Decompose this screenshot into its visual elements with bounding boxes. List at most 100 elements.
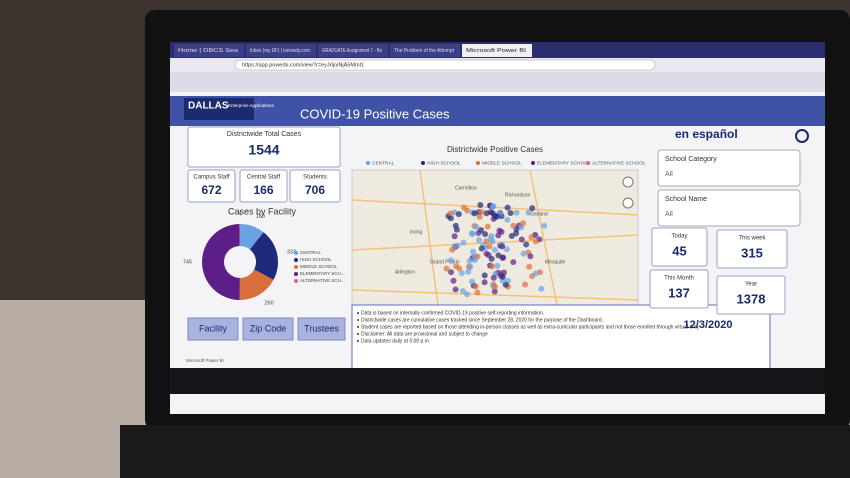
count-box	[651, 227, 708, 267]
browser-tab[interactable]	[174, 44, 244, 57]
count-label: Year	[745, 282, 757, 288]
filter-label: School Category	[665, 156, 717, 163]
legend-dot	[294, 251, 298, 255]
case-dot	[464, 291, 471, 298]
slice-label: 160	[256, 214, 265, 220]
map-title: Districtwide Positive Cases	[447, 145, 543, 154]
laptop-base	[120, 425, 850, 478]
stat-label: Campus Staff	[193, 175, 230, 181]
case-dot	[469, 278, 476, 285]
case-dot	[490, 274, 497, 281]
filter-value: All	[665, 171, 673, 178]
case-dot	[529, 205, 536, 212]
case-dot	[538, 285, 545, 292]
stat-value: 672	[201, 183, 221, 197]
case-dot	[499, 273, 506, 280]
legend-label: ALTERNATIVE SCH...	[300, 278, 345, 283]
case-dot	[498, 228, 505, 235]
legend-dot	[294, 258, 298, 262]
case-dot	[476, 237, 483, 244]
date: 12/3/2020	[684, 319, 733, 331]
button-label: Trustees	[304, 323, 339, 333]
case-dot	[443, 265, 450, 272]
case-dot	[477, 202, 484, 209]
case-dot	[448, 269, 455, 276]
donut-slice	[240, 224, 264, 250]
map-legend-label: HIGH SCHOOL	[427, 160, 461, 166]
case-dot	[494, 262, 501, 269]
map-place: Irving	[410, 229, 422, 235]
refresh-icon[interactable]	[795, 129, 809, 143]
browser-tab[interactable]	[462, 44, 532, 57]
stat-label: Students	[303, 175, 327, 181]
browser-tab[interactable]	[390, 44, 460, 57]
case-dot	[466, 258, 473, 265]
case-dot	[481, 279, 488, 286]
case-dot	[510, 222, 517, 229]
filter-dropdown[interactable]	[657, 149, 801, 187]
count-value: 45	[672, 243, 686, 258]
map-legend-label: ELEMENTARY SCHOOL	[537, 160, 591, 166]
case-dot	[467, 263, 474, 270]
nav-button[interactable]	[297, 317, 346, 341]
tab-title: Home | DBCS Sea	[178, 48, 238, 54]
address-bar[interactable]	[234, 59, 656, 71]
filter-label: School Name	[665, 196, 707, 203]
browser-tab[interactable]	[318, 44, 388, 57]
case-dot	[507, 210, 514, 217]
case-dot	[500, 254, 507, 261]
count-box	[716, 275, 786, 315]
map-legend-label: MIDDLE SCHOOL	[482, 160, 522, 166]
count-value: 315	[741, 245, 763, 260]
nav-button[interactable]	[242, 317, 294, 341]
taskbar	[170, 368, 825, 394]
bullet	[357, 340, 359, 342]
browser-tab[interactable]	[246, 44, 316, 57]
case-dot	[528, 234, 535, 241]
legend-label: CENTRAL	[300, 250, 322, 255]
case-dot	[447, 257, 454, 264]
case-dot	[482, 231, 489, 238]
count-value: 137	[668, 285, 690, 300]
map-legend-dot	[586, 161, 590, 165]
nav-button[interactable]	[187, 317, 239, 341]
map-legend-dot	[531, 161, 535, 165]
map-legend-dot	[366, 161, 370, 165]
case-dot	[476, 213, 483, 220]
case-dot	[489, 209, 496, 216]
filter-value: All	[665, 211, 673, 218]
zoom-out[interactable]	[622, 197, 634, 209]
case-dot	[473, 223, 480, 230]
note: Districtwide cases are cumulative cases …	[361, 317, 603, 323]
slice-label: 745	[183, 260, 192, 266]
zoom-in[interactable]	[622, 176, 634, 188]
donut-slice	[239, 269, 274, 300]
map-legend-dot	[421, 161, 425, 165]
legend-label: ELEMENTARY SCH...	[300, 271, 345, 276]
language-link[interactable]: en español	[675, 127, 738, 141]
case-dot	[453, 226, 460, 233]
case-dot	[474, 289, 481, 296]
case-dot	[526, 263, 533, 270]
case-dot	[487, 236, 494, 243]
legend-dot	[294, 265, 298, 269]
case-dot	[504, 204, 511, 211]
stat-label: Central Staff	[247, 175, 281, 181]
case-dot	[465, 268, 472, 275]
count-box	[649, 269, 709, 309]
stat-box	[187, 169, 236, 203]
bullet	[357, 312, 359, 314]
tab-title: GRADUATE Assignment 7 - Be	[322, 48, 382, 54]
case-dot	[518, 236, 525, 243]
map-road	[351, 289, 639, 301]
case-dot	[475, 230, 482, 237]
map-legend-dot	[476, 161, 480, 165]
map-road	[419, 169, 441, 321]
filter-dropdown[interactable]	[657, 189, 801, 227]
case-dot	[449, 246, 456, 253]
case-dot	[525, 209, 532, 216]
case-dot	[469, 230, 476, 237]
case-dot	[491, 288, 498, 295]
map-area	[351, 169, 639, 321]
case-dot	[447, 215, 454, 222]
